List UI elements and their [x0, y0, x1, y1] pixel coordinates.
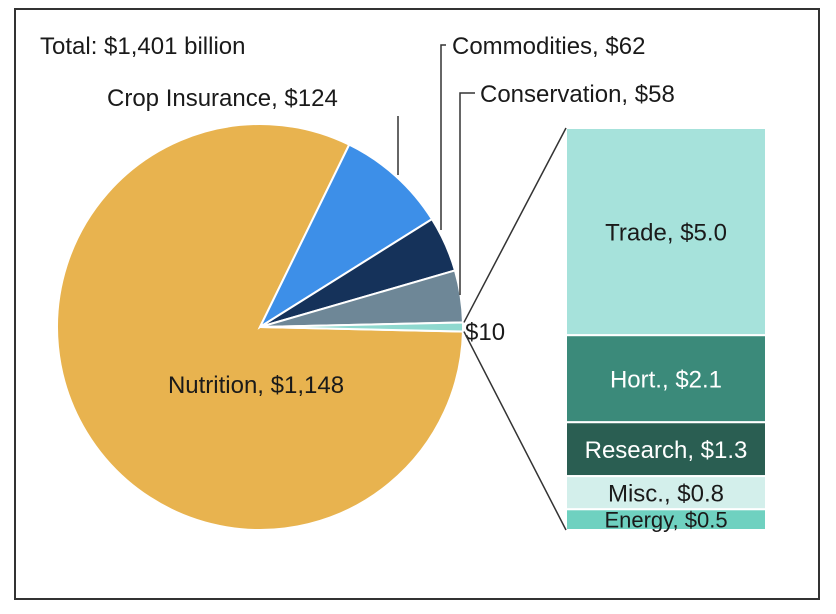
data-label-hort: Hort., $2.1 — [610, 366, 722, 393]
bar-segment-research — [565, 421, 767, 478]
pie-slice-crop-insurance — [257, 143, 434, 330]
bar-segment-trade — [565, 127, 767, 337]
labels: Total: $1,401 billion Nutrition, $1,148 C… — [40, 33, 675, 531]
chart-title: Total: $1,401 billion — [40, 33, 245, 60]
bar-segment-energy — [565, 508, 767, 531]
data-label-other: $10 — [465, 319, 505, 346]
data-label-energy: Energy, $0.5 — [604, 508, 727, 533]
connector-line-bottom — [463, 331, 567, 531]
connector-line-top — [463, 127, 567, 323]
pie — [56, 123, 465, 531]
pie-slice-other — [259, 321, 465, 333]
leader-line-conservation — [459, 92, 475, 295]
data-label-conservation: Conservation, $58 — [480, 81, 675, 108]
data-label-misc: Misc., $0.8 — [608, 480, 724, 507]
data-label-commodities: Commodities, $62 — [452, 33, 645, 60]
data-label-crop-insurance: Crop Insurance, $124 — [107, 85, 338, 112]
bar-segment-hort — [565, 334, 767, 424]
leader-line-commodities — [440, 44, 446, 230]
bar-segment-misc — [565, 475, 767, 511]
data-label-nutrition: Nutrition, $1,148 — [168, 372, 344, 399]
data-label-trade: Trade, $5.0 — [605, 219, 727, 246]
data-label-research: Research, $1.3 — [585, 437, 748, 464]
breakdown-bar: Trade, $5.0 Hort., $2.1 Research, $1.3 Misc… — [565, 127, 767, 533]
